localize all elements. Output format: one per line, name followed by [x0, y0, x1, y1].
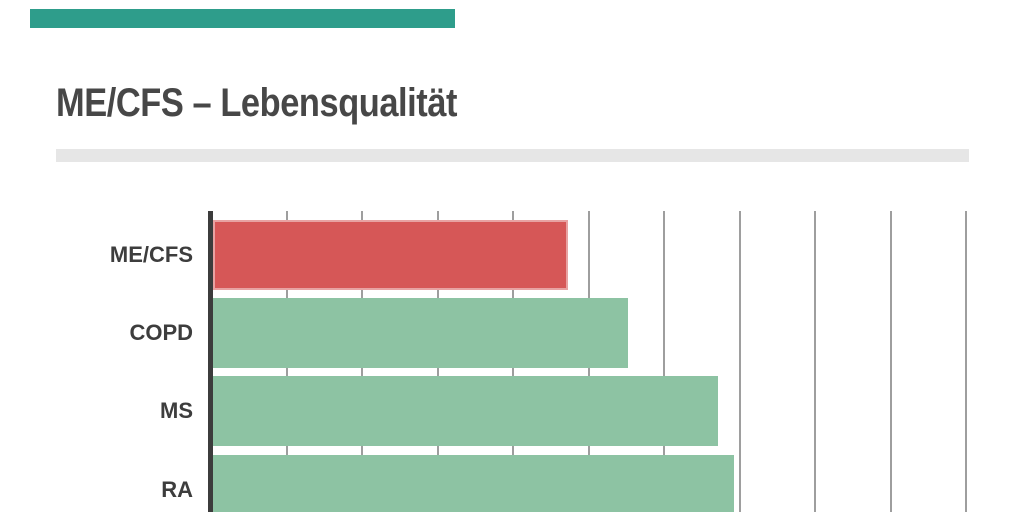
y-axis-line — [208, 211, 213, 512]
category-label-ms: MS — [160, 398, 193, 424]
gridline — [738, 211, 741, 512]
category-label-copd: COPD — [129, 320, 193, 346]
bar-ra — [213, 454, 734, 512]
bar-mecfs — [213, 220, 568, 290]
bar-ms — [213, 376, 719, 447]
gridline — [889, 211, 892, 512]
gridline — [814, 211, 817, 512]
category-label-ra: RA — [161, 476, 193, 502]
accent-bar — [30, 9, 455, 28]
gridline — [965, 211, 967, 512]
gridline — [663, 211, 666, 512]
page-title: ME/CFS – Lebensqualität — [56, 81, 458, 125]
title-divider — [56, 149, 969, 162]
category-label-mecfs: ME/CFS — [109, 242, 193, 267]
bar-copd — [213, 298, 628, 369]
